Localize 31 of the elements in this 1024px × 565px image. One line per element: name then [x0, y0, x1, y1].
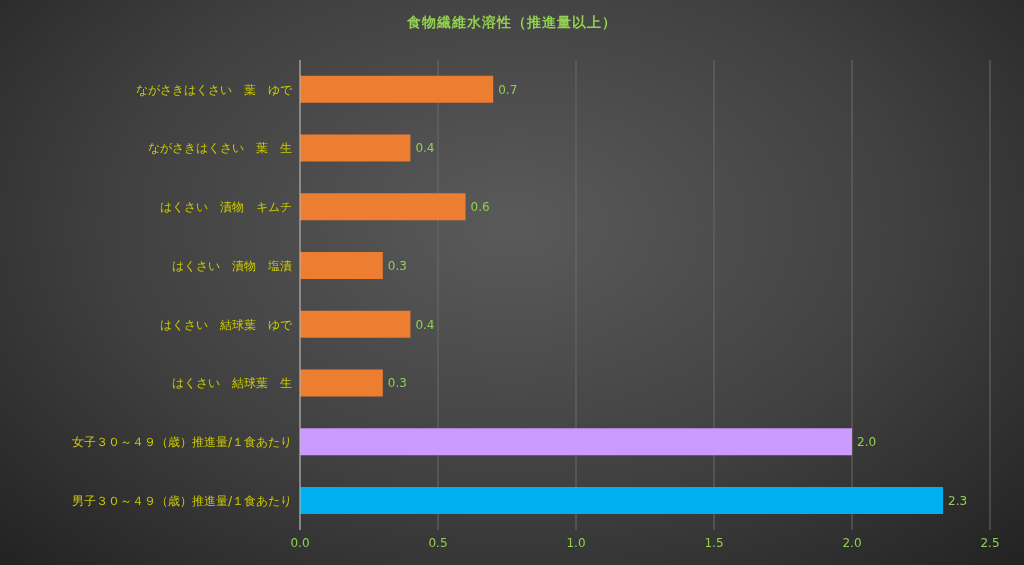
- bar: [300, 252, 383, 280]
- x-tick-label: 0.5: [428, 535, 448, 550]
- bar: [300, 310, 411, 338]
- bar: [300, 134, 411, 162]
- bar: [300, 487, 944, 515]
- data-label: 2.3: [948, 493, 968, 508]
- data-label: 0.6: [470, 200, 490, 215]
- x-tick-label: 2.0: [842, 535, 862, 550]
- y-tick-label: ながさきはくさい 葉 ゆで: [136, 82, 293, 97]
- x-tick-label: 1.0: [566, 535, 586, 550]
- bar: [300, 193, 466, 221]
- y-tick-label: はくさい 結球葉 生: [172, 376, 292, 391]
- x-tick-label: 2.5: [980, 535, 1000, 550]
- y-tick-label: 女子３０～４９（歳）推進量/１食あたり: [71, 435, 292, 450]
- y-tick-label: はくさい 結球葉 ゆで: [160, 317, 293, 332]
- y-tick-label: はくさい 漬物 塩漬: [172, 258, 292, 273]
- data-label: 0.4: [415, 141, 435, 156]
- y-tick-label: はくさい 漬物 キムチ: [160, 200, 292, 215]
- data-label: 0.3: [387, 258, 407, 273]
- data-label: 0.4: [415, 317, 435, 332]
- data-label: 0.7: [498, 82, 518, 97]
- data-label: 0.3: [387, 376, 407, 391]
- y-tick-label: 男子３０～４９（歳）推進量/１食あたり: [71, 493, 292, 508]
- bar: [300, 428, 852, 456]
- x-tick-label: 1.5: [704, 535, 724, 550]
- bar: [300, 369, 383, 397]
- data-label: 2.0: [857, 435, 877, 450]
- y-tick-label: ながさきはくさい 葉 生: [148, 141, 292, 156]
- x-tick-label: 0.0: [290, 535, 310, 550]
- bar: [300, 75, 494, 103]
- chart-title: 食物繊維水溶性（推進量以上）: [406, 14, 618, 32]
